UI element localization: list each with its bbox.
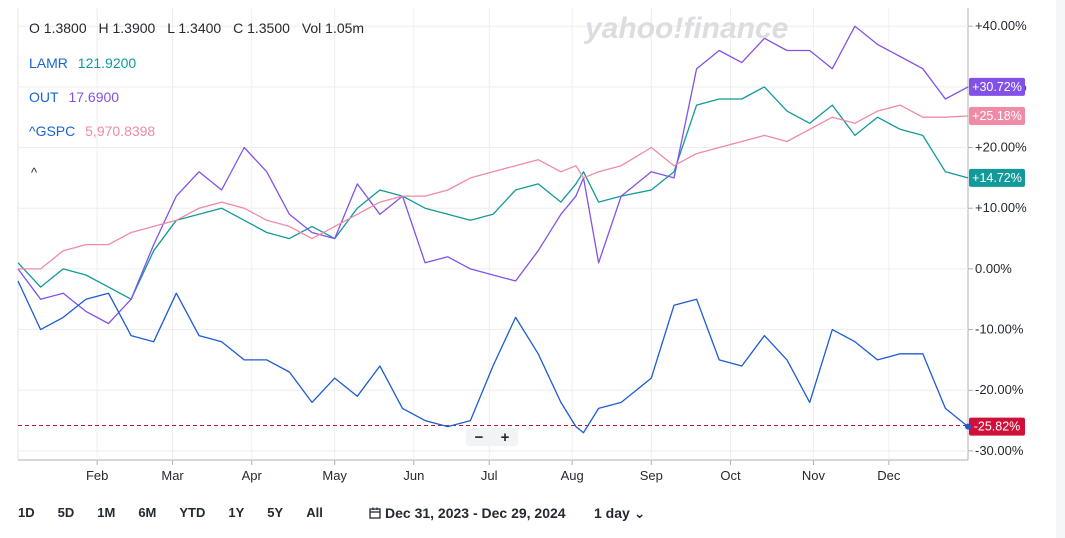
x-tick-label: May [322,468,347,483]
y-tick-label: 0.00% [975,261,1012,276]
x-tick-label: Apr [242,468,263,483]
legend-symbol: OUT [29,89,59,105]
x-tick-label: Aug [561,468,584,483]
legend-symbol: LAMR [29,55,68,71]
last-value-badge [969,77,1025,96]
x-tick-label: Jul [481,468,498,483]
x-tick-label: Oct [720,468,741,483]
date-range-picker[interactable]: Dec 31, 2023 - Dec 29, 2024 [369,505,566,521]
ohlc-readout: O 1.3800 H 1.3900 L 1.3400 C 1.3500 Vol … [29,20,372,36]
range-all-button[interactable]: All [306,505,323,520]
last-value-badge [969,417,1025,436]
legend-item-out[interactable]: OUT 17.6900 [29,89,119,105]
high-value: H 1.3900 [98,20,156,36]
series-line-out [17,25,969,325]
legend-item-gspc[interactable]: ^GSPC 5,970.8398 [29,123,155,139]
legend-symbol: ^GSPC [29,123,76,139]
y-tick-label: +40.00% [975,18,1027,33]
zoom-controls: − + [466,428,518,446]
open-value: O 1.3800 [29,20,87,36]
legend-value: 121.9200 [77,55,137,71]
y-tick-label: -20.00% [975,382,1024,397]
legend-value: 5,970.8398 [85,123,156,139]
range-ytd-button[interactable]: YTD [179,505,206,520]
x-tick-label: Sep [640,468,663,483]
x-tick-label: Feb [86,468,108,483]
close-value: C 1.3500 [233,20,290,36]
zoom-in-button[interactable]: + [500,428,510,446]
series-line-lamr [17,280,969,434]
last-value-label: -25.82% [974,420,1021,434]
last-value-label: +14.72% [972,171,1022,185]
y-tick-label: +20.00% [975,140,1027,155]
range-6m-button[interactable]: 6M [138,505,157,520]
calendar-icon [369,507,381,519]
x-tick-label: Jun [403,468,424,483]
range-1m-button[interactable]: 1M [97,505,116,520]
y-tick-label: -10.00% [975,322,1024,337]
volume-value: Vol 1.05m [301,20,365,36]
last-value-badge [969,106,1025,125]
range-1d-button[interactable]: 1D [18,505,35,520]
y-tick-label: +10.00% [975,200,1027,215]
x-tick-label: Nov [802,468,826,483]
range-1y-button[interactable]: 1Y [228,505,245,520]
range-5d-button[interactable]: 5D [57,505,75,520]
yahoo-finance-watermark: yahoo!finance [585,12,789,45]
series-line-gspc [18,104,969,270]
last-value-label: +30.72% [972,80,1022,94]
legend-item-lamr[interactable]: LAMR 121.9200 [29,55,136,71]
x-tick-label: Dec [877,468,901,483]
date-range-label: Dec 31, 2023 - Dec 29, 2024 [385,505,566,521]
last-value-label: +25.18% [972,109,1022,123]
collapse-legend-icon[interactable]: ^ [31,165,38,180]
range-selector: 1D 5D 1M 6M YTD 1Y 5Y All [18,505,346,520]
legend-value: 17.6900 [68,89,120,105]
series-line-lamr [17,86,969,300]
low-value: L 1.3400 [167,20,222,36]
x-tick-label: Mar [161,468,184,483]
range-5y-button[interactable]: 5Y [267,505,284,520]
y-tick-label: -30.00% [975,443,1024,458]
scrollbar-track[interactable] [1056,0,1065,538]
interval-dropdown[interactable]: 1 day ⌄ [594,505,646,521]
last-point-marker [965,423,971,430]
zoom-out-button[interactable]: − [474,428,484,446]
last-value-badge [969,168,1025,187]
